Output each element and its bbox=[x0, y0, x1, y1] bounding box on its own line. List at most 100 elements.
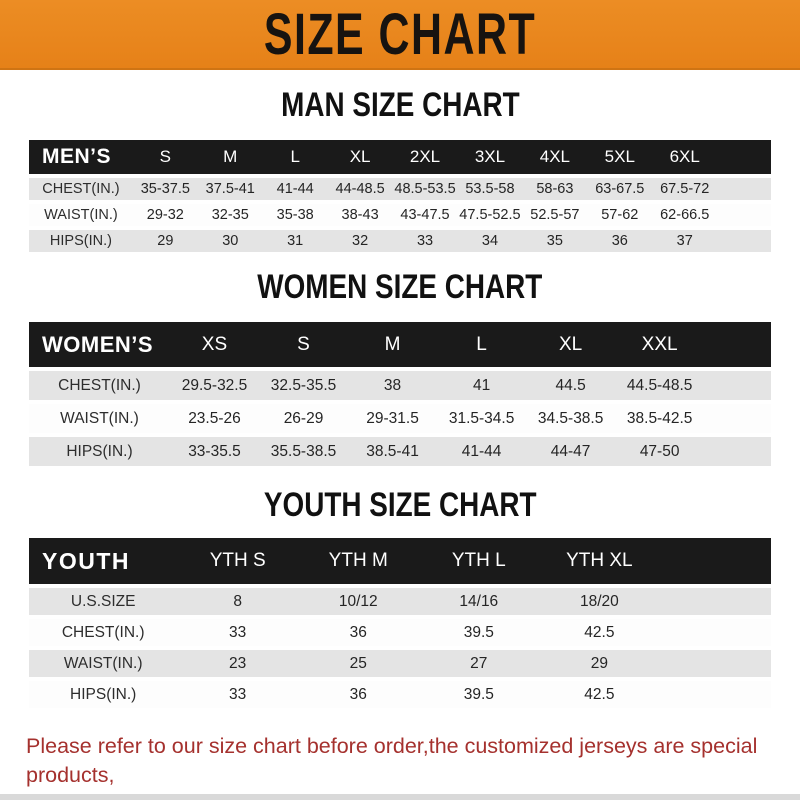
size-column-header: 5XL bbox=[604, 147, 635, 166]
footer-disclaimer: Please refer to our size chart before or… bbox=[26, 732, 800, 800]
women-header-row: WOMEN’S XS S M L XL XXL bbox=[29, 322, 771, 367]
size-value-cell: 47.5-52.5 bbox=[459, 207, 521, 223]
size-column-header: XL bbox=[558, 333, 583, 355]
size-value-cell: 44-48.5 bbox=[335, 181, 385, 197]
table-row: HIPS(IN.) 33-35.5 35.5-38.5 38.5-41 41-44 44-… bbox=[29, 437, 771, 466]
size-column-header: 6XL bbox=[669, 147, 700, 166]
size-value-cell: 32 bbox=[352, 233, 369, 249]
row-label: WAIST(IN.) bbox=[63, 654, 143, 672]
size-value-cell: 33 bbox=[229, 685, 247, 703]
size-column-header: 4XL bbox=[539, 147, 570, 166]
size-column-header: YTH XL bbox=[566, 550, 633, 571]
size-value-cell: 33 bbox=[416, 233, 434, 249]
size-column-header: YTH S bbox=[209, 550, 266, 571]
size-value-cell: 58-63 bbox=[536, 181, 574, 197]
table-row: U.S.SIZE 8 10/12 14/16 18/20 bbox=[29, 588, 771, 615]
row-label: CHEST(IN.) bbox=[58, 376, 141, 394]
size-value-cell: 33 bbox=[229, 623, 247, 641]
size-column-header: M bbox=[384, 333, 401, 355]
table-row: HIPS(IN.) 29 30 31 32 33 34 35 36 37 bbox=[29, 230, 771, 252]
size-value-cell: 29 bbox=[157, 233, 174, 249]
size-value-cell: 29.5-32.5 bbox=[181, 376, 248, 394]
size-value-cell: 36 bbox=[349, 623, 367, 641]
youth-table-label: YOUTH bbox=[42, 547, 130, 574]
row-spacer-cell bbox=[717, 230, 771, 252]
size-value-cell: 18/20 bbox=[579, 592, 619, 610]
size-value-cell: 41-44 bbox=[276, 181, 314, 197]
size-value-cell: 41-44 bbox=[461, 442, 502, 460]
size-value-cell: 44.5 bbox=[555, 376, 586, 394]
youth-size-chart-heading-text: YOUTH SIZE CHART bbox=[263, 486, 537, 524]
size-value-cell: 31.5-34.5 bbox=[448, 409, 515, 427]
size-value-cell: 35 bbox=[546, 233, 563, 249]
women-size-table: WOMEN’S XS S M L XL XXL CHEST(IN.) 29.5-32.5 32… bbox=[29, 318, 771, 470]
women-table-label: WOMEN’S bbox=[42, 331, 154, 357]
row-spacer-cell bbox=[660, 619, 771, 646]
size-value-cell: 23 bbox=[229, 654, 247, 672]
size-value-cell: 39.5 bbox=[463, 623, 494, 641]
size-column-header: 2XL bbox=[409, 147, 441, 166]
youth-header-row: YOUTH YTH S YTH M YTH L YTH XL bbox=[29, 538, 771, 584]
table-row: HIPS(IN.) 33 36 39.5 42.5 bbox=[29, 681, 771, 708]
size-value-cell: 10/12 bbox=[338, 592, 378, 610]
size-value-cell: 44-47 bbox=[550, 442, 591, 460]
size-value-cell: 35.5-38.5 bbox=[270, 442, 337, 460]
bottom-edge-strip bbox=[0, 794, 800, 800]
size-column-header: XXL bbox=[641, 333, 678, 355]
size-value-cell: 29 bbox=[590, 654, 608, 672]
size-value-cell: 33-35.5 bbox=[188, 442, 241, 460]
row-label: U.S.SIZE bbox=[70, 592, 136, 610]
header-spacer-cell bbox=[704, 322, 771, 367]
size-column-header: YTH M bbox=[328, 550, 388, 571]
youth-size-table: YOUTH YTH S YTH M YTH L YTH XL U.S.SIZE 8 10/… bbox=[29, 534, 771, 712]
size-value-cell: 32-35 bbox=[211, 207, 249, 223]
size-value-cell: 36 bbox=[349, 685, 367, 703]
women-size-chart-heading-text: WOMEN SIZE CHART bbox=[257, 268, 543, 306]
size-value-cell: 57-62 bbox=[601, 207, 639, 223]
size-value-cell: 35-38 bbox=[276, 207, 314, 223]
row-spacer-cell bbox=[704, 371, 771, 400]
table-row: CHEST(IN.) 29.5-32.5 32.5-35.5 38 41 44.5 44.5… bbox=[29, 371, 771, 400]
women-size-chart-heading: WOMEN SIZE CHART bbox=[0, 268, 800, 306]
footer-disclaimer-line1: Please refer to our size chart before or… bbox=[26, 734, 758, 787]
table-row: WAIST(IN.) 29-32 32-35 35-38 38-43 43-47.5 47.… bbox=[29, 204, 771, 226]
size-chart-banner: SIZE CHART bbox=[0, 0, 800, 70]
row-label: HIPS(IN.) bbox=[70, 685, 137, 703]
size-column-header: S bbox=[297, 333, 310, 355]
size-value-cell: 43-47.5 bbox=[400, 207, 450, 223]
row-spacer-cell bbox=[660, 588, 771, 615]
row-spacer-cell bbox=[717, 204, 771, 226]
size-value-cell: 37.5-41 bbox=[205, 181, 255, 197]
women-size-table-wrap: WOMEN’S XS S M L XL XXL CHEST(IN.) 29.5-32.5 32… bbox=[0, 318, 800, 470]
row-label: WAIST(IN.) bbox=[44, 207, 118, 223]
table-row: CHEST(IN.) 35-37.5 37.5-41 41-44 44-48.5 48.5… bbox=[29, 178, 771, 200]
row-spacer-cell bbox=[717, 178, 771, 200]
size-value-cell: 29-31.5 bbox=[366, 409, 419, 427]
size-value-cell: 34.5-38.5 bbox=[537, 409, 604, 427]
size-value-cell: 41 bbox=[472, 376, 491, 394]
header-spacer-cell bbox=[717, 140, 771, 174]
header-spacer-cell bbox=[660, 538, 771, 584]
size-column-header: S bbox=[159, 147, 171, 166]
size-value-cell: 37 bbox=[676, 233, 693, 249]
table-row: CHEST(IN.) 33 36 39.5 42.5 bbox=[29, 619, 771, 646]
youth-size-table-wrap: YOUTH YTH S YTH M YTH L YTH XL U.S.SIZE 8 10/… bbox=[0, 534, 800, 712]
size-value-cell: 38.5-41 bbox=[366, 442, 419, 460]
size-value-cell: 36 bbox=[611, 233, 628, 249]
man-size-chart-heading: MAN SIZE CHART bbox=[0, 86, 800, 124]
size-value-cell: 14/16 bbox=[459, 592, 499, 610]
size-value-cell: 38-43 bbox=[341, 207, 379, 223]
size-value-cell: 31 bbox=[287, 233, 304, 249]
men-size-table-wrap: MEN’S S M L XL 2XL 3XL 4XL 5XL 6XL CHEST(IN.) 35-… bbox=[0, 136, 800, 256]
man-size-chart-heading-text: MAN SIZE CHART bbox=[280, 86, 520, 124]
row-spacer-cell bbox=[660, 650, 771, 677]
size-column-header: 3XL bbox=[474, 147, 506, 166]
size-value-cell: 26-29 bbox=[283, 409, 324, 427]
size-value-cell: 30 bbox=[222, 233, 239, 249]
size-value-cell: 47-50 bbox=[639, 442, 680, 460]
row-label: HIPS(IN.) bbox=[66, 442, 133, 460]
size-value-cell: 48.5-53.5 bbox=[394, 181, 456, 197]
table-row: WAIST(IN.) 23.5-26 26-29 29-31.5 31.5-34.5 34… bbox=[29, 404, 771, 433]
size-column-header: XL bbox=[349, 147, 371, 166]
size-value-cell: 53.5-58 bbox=[465, 181, 515, 197]
